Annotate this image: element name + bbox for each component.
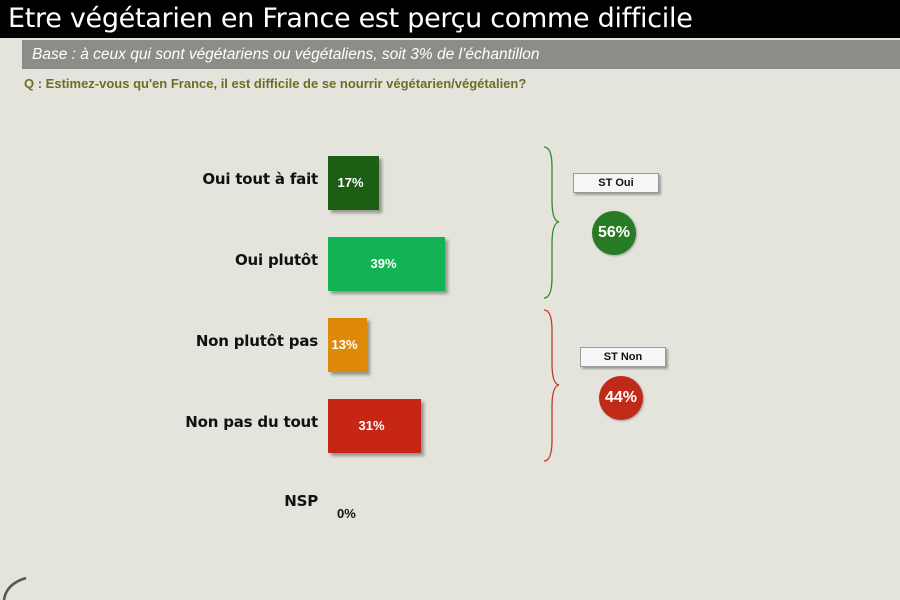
bar-value-label: 0%	[337, 506, 356, 521]
question-text: Q : Estimez-vous qu'en France, il est di…	[24, 76, 527, 91]
bar	[328, 399, 421, 453]
bar	[328, 237, 445, 291]
base-bar: Base : à ceux qui sont végétariens ou vé…	[22, 40, 900, 69]
bar-value-label: 17%	[337, 175, 364, 190]
st-oui-label: ST Oui	[573, 173, 659, 193]
st-non-label: ST Non	[580, 347, 666, 367]
category-label: Non plutôt pas	[195, 332, 318, 350]
title-bar: Etre végétarien en France est perçu comm…	[0, 0, 900, 38]
base-text: Base : à ceux qui sont végétariens ou vé…	[32, 46, 540, 63]
bar-value-label: 31%	[358, 418, 385, 433]
corner-swoosh	[2, 576, 27, 600]
st-non-value: 44%	[599, 376, 643, 420]
category-label: NSP	[284, 492, 318, 510]
brace-oui	[543, 146, 560, 299]
category-label: Non pas du tout	[185, 413, 318, 431]
brace-non	[543, 309, 560, 462]
category-label: Oui plutôt	[235, 251, 318, 269]
st-oui-value: 56%	[592, 211, 636, 255]
bar-value-label: 13%	[331, 337, 358, 352]
category-label: Oui tout à fait	[202, 170, 318, 188]
bar	[328, 156, 379, 210]
bar	[328, 318, 367, 372]
bar-value-label: 39%	[370, 256, 397, 271]
page-title: Etre végétarien en France est perçu comm…	[8, 3, 693, 34]
